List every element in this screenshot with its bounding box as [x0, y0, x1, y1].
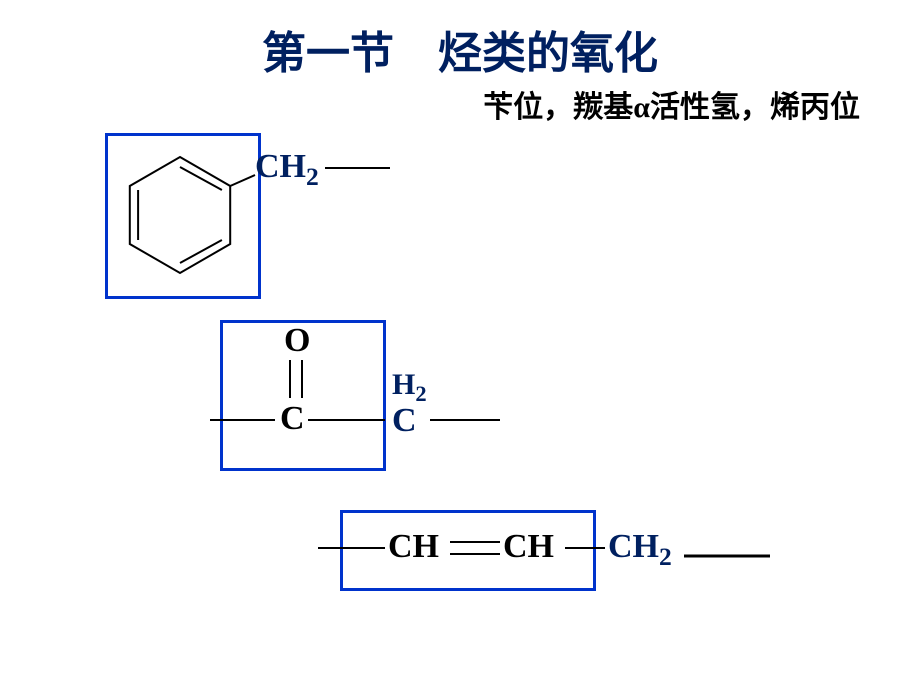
slide-root: 第一节 烃类的氧化 苄位，羰基α活性氢，烯丙位 CH2 C O H2 C CH … — [0, 0, 920, 690]
allyl-ch-b-label: CH — [503, 528, 554, 566]
allyl-ch-a-label: CH — [388, 528, 439, 566]
allyl-ch2-label: CH2 — [608, 528, 672, 572]
allyl-ch2-sub: 2 — [659, 542, 672, 571]
allyl-ch2-main: CH — [608, 528, 659, 565]
allyl-structure — [0, 0, 920, 690]
